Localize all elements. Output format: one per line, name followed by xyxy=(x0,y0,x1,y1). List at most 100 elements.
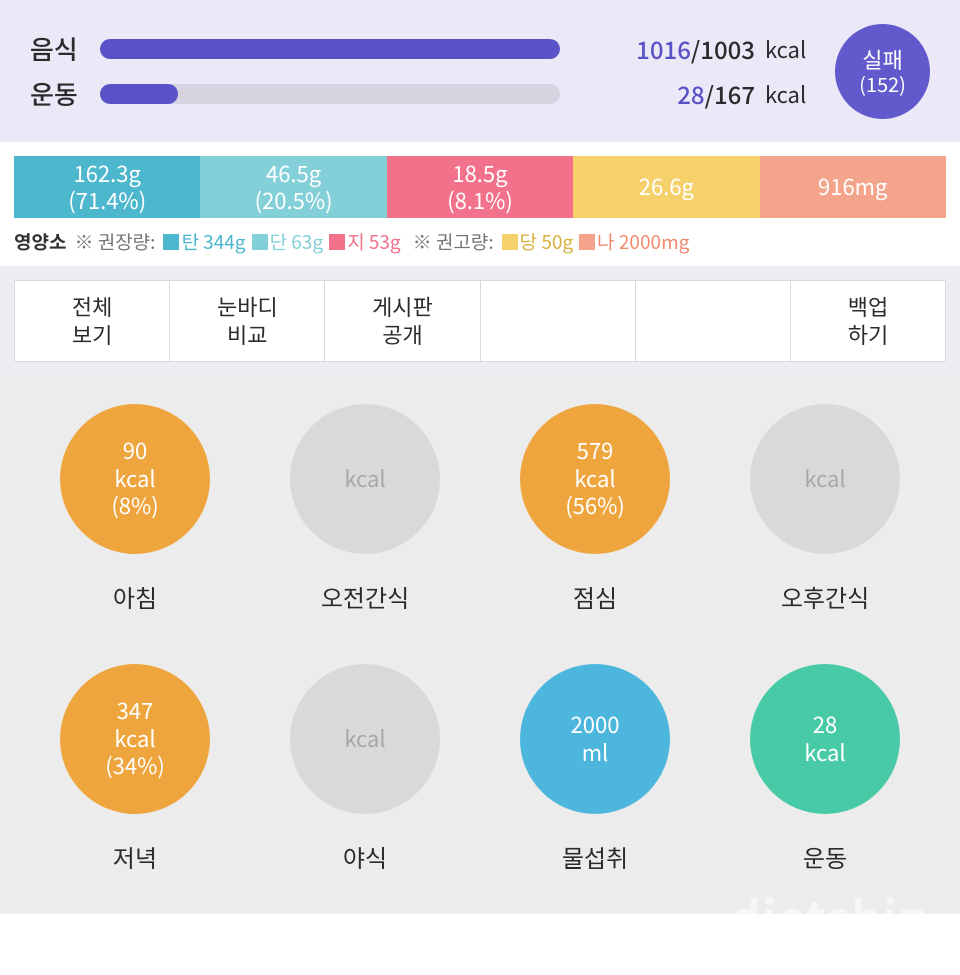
circle-label: 오후간식 xyxy=(781,579,869,614)
circle-label: 오전간식 xyxy=(321,579,409,614)
macro-seg-sodium[interactable]: 916mg xyxy=(760,156,946,218)
summary-row-exercise: 운동 28/167 kcal xyxy=(30,75,820,112)
circle-unit: ml xyxy=(582,739,609,767)
legend-label: 탄 344g xyxy=(181,228,245,255)
macro-amount: 26.6g xyxy=(639,173,694,201)
legend-item: 나 2000mg xyxy=(579,228,689,255)
legend-swatch xyxy=(329,234,345,250)
circle-unit: kcal xyxy=(804,739,845,767)
circle-item-3: kcal 오후간식 xyxy=(730,404,920,614)
food-progress-track xyxy=(100,39,560,59)
tab-2[interactable]: 게시판공개 xyxy=(325,280,480,362)
status-delta: (152) xyxy=(859,72,906,96)
macro-pct: (8.1%) xyxy=(447,187,513,215)
legend-item: 단 63g xyxy=(252,228,324,255)
summary-left: 음식 1016/1003 kcal 운동 28/167 kcal xyxy=(30,22,820,120)
circle-label: 물섭취 xyxy=(562,839,628,874)
tab-5[interactable]: 백업하기 xyxy=(791,280,946,362)
legend-swatch xyxy=(502,234,518,250)
exercise-goal: 167 xyxy=(714,76,755,111)
circle-item-0: 90kcal(8%) 아침 xyxy=(40,404,230,614)
legend-hint-2: ※ 권고량: xyxy=(413,228,494,255)
circle-label: 점심 xyxy=(573,579,617,614)
circle-value: 90 xyxy=(123,437,147,465)
circle-label: 아침 xyxy=(113,579,157,614)
exercise-unit: kcal xyxy=(765,78,820,110)
macro-pct: (20.5%) xyxy=(255,187,333,215)
food-current: 1016 xyxy=(636,31,691,66)
exercise-current: 28 xyxy=(677,76,704,111)
circle-value: 28 xyxy=(813,711,837,739)
meal-circle[interactable]: 28kcal xyxy=(750,664,900,814)
meal-circle[interactable]: 2000ml xyxy=(520,664,670,814)
exercise-progress-fill xyxy=(100,84,178,104)
macro-bar: 162.3g(71.4%)46.5g(20.5%)18.5g(8.1%)26.6… xyxy=(14,156,946,218)
circle-pct: (8%) xyxy=(111,492,158,520)
circle-value: 2000 xyxy=(571,711,620,739)
meal-circle[interactable]: kcal xyxy=(290,664,440,814)
tabs-band: 전체보기 눈바디비교 게시판공개 백업하기 xyxy=(0,266,960,376)
tab-label: 눈바디비교 xyxy=(217,293,278,348)
circle-item-6: 2000ml 물섭취 xyxy=(500,664,690,874)
tab-1[interactable]: 눈바디비교 xyxy=(170,280,325,362)
legend-label: 나 2000mg xyxy=(597,228,689,255)
legend-label: 지 53g xyxy=(347,228,401,255)
meal-circle[interactable]: 90kcal(8%) xyxy=(60,404,210,554)
macro-pct: (71.4%) xyxy=(68,187,146,215)
legend-swatch xyxy=(252,234,268,250)
legend-hint-1: ※ 권장량: xyxy=(74,228,155,255)
circle-unit: kcal xyxy=(574,465,615,493)
circle-item-7: 28kcal 운동 xyxy=(730,664,920,874)
summary-food-label: 음식 xyxy=(30,30,90,67)
circles-grid: 90kcal(8%)아침kcal오전간식579kcal(56%)점심kcal오후… xyxy=(40,404,920,874)
food-goal: 1003 xyxy=(700,31,755,66)
circle-value: 579 xyxy=(577,437,614,465)
circle-pct: (56%) xyxy=(565,492,625,520)
meal-circle[interactable]: kcal xyxy=(290,404,440,554)
circle-item-4: 347kcal(34%)저녁 xyxy=(40,664,230,874)
macro-amount: 916mg xyxy=(818,173,887,201)
legend-label: 당 50g xyxy=(520,228,574,255)
circle-unit: kcal xyxy=(114,725,155,753)
circle-pct: (34%) xyxy=(105,752,165,780)
meal-circle[interactable]: 579kcal(56%) xyxy=(520,404,670,554)
macro-section: 162.3g(71.4%)46.5g(20.5%)18.5g(8.1%)26.6… xyxy=(0,142,960,266)
food-progress-fill xyxy=(100,39,560,59)
tab-3[interactable] xyxy=(481,280,636,362)
tab-0[interactable]: 전체보기 xyxy=(14,280,170,362)
food-unit: kcal xyxy=(765,33,820,65)
status-badge[interactable]: 실패 (152) xyxy=(835,24,930,119)
circle-value: 347 xyxy=(117,697,154,725)
exercise-progress-track xyxy=(100,84,560,104)
tab-label: 게시판공개 xyxy=(372,293,433,348)
circle-unit: kcal xyxy=(344,465,385,493)
tabs: 전체보기 눈바디비교 게시판공개 백업하기 xyxy=(14,280,946,362)
macro-seg-protein[interactable]: 46.5g(20.5%) xyxy=(200,156,386,218)
exercise-values: 28/167 xyxy=(585,76,755,111)
meal-circle[interactable]: 347kcal(34%) xyxy=(60,664,210,814)
legend-item: 탄 344g xyxy=(163,228,245,255)
tab-label: 전체보기 xyxy=(72,293,112,348)
legend-item: 당 50g xyxy=(502,228,574,255)
legend-swatch xyxy=(579,234,595,250)
legend-swatch xyxy=(163,234,179,250)
circles-band: 90kcal(8%)아침kcal오전간식579kcal(56%)점심kcal오후… xyxy=(0,376,960,914)
summary-row-food: 음식 1016/1003 kcal xyxy=(30,30,820,67)
summary-exercise-label: 운동 xyxy=(30,75,90,112)
meal-circle[interactable]: kcal xyxy=(750,404,900,554)
food-values: 1016/1003 xyxy=(585,31,755,66)
macro-seg-sugar[interactable]: 26.6g xyxy=(573,156,759,218)
circle-unit: kcal xyxy=(804,465,845,493)
circle-item-1: kcal 오전간식 xyxy=(270,404,460,614)
circle-label: 운동 xyxy=(803,839,847,874)
macro-amount: 18.5g xyxy=(452,160,507,188)
legend-item: 지 53g xyxy=(329,228,401,255)
macro-seg-carb[interactable]: 162.3g(71.4%) xyxy=(14,156,200,218)
macro-amount: 46.5g xyxy=(266,160,321,188)
tab-label: 백업하기 xyxy=(848,293,888,348)
circle-item-5: kcal야식 xyxy=(270,664,460,874)
tab-4[interactable] xyxy=(636,280,791,362)
macro-legend: 영양소 ※ 권장량: 탄 344g단 63g지 53g ※ 권고량: 당 50g… xyxy=(14,228,946,256)
circle-item-2: 579kcal(56%) 점심 xyxy=(500,404,690,614)
macro-seg-fat[interactable]: 18.5g(8.1%) xyxy=(387,156,573,218)
